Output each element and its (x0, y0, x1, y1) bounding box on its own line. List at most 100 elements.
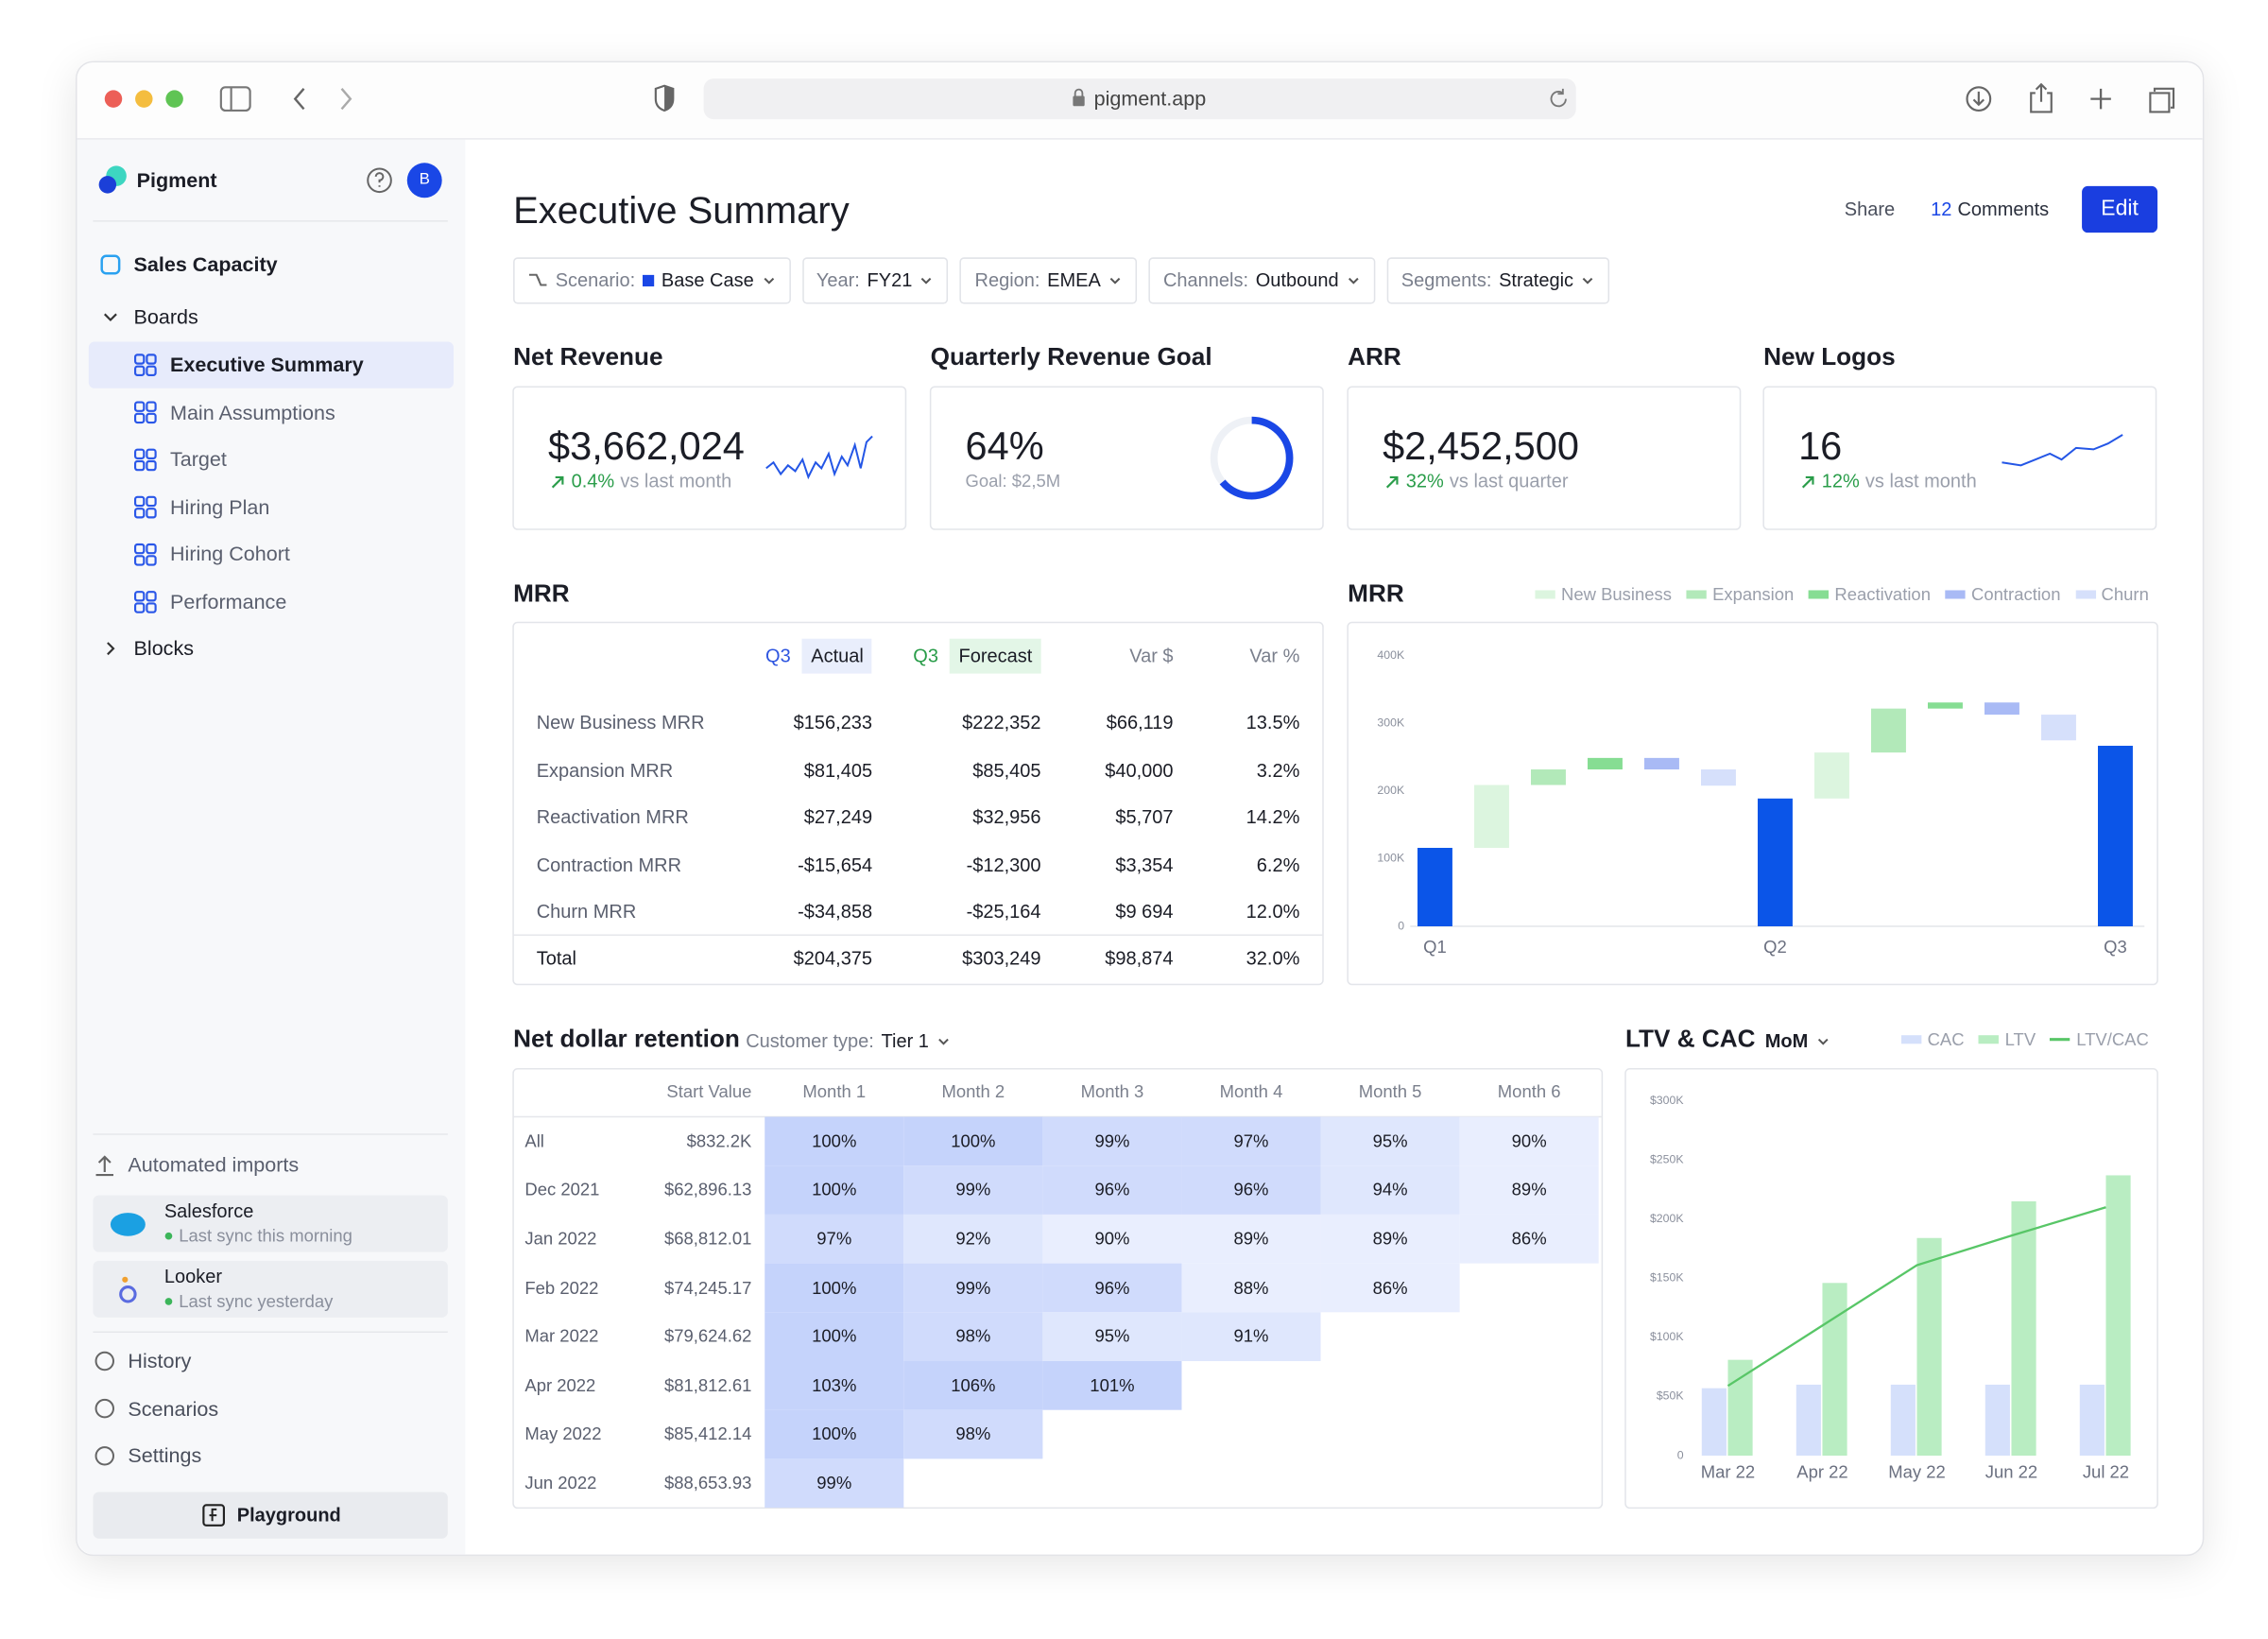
bar (1727, 1359, 1753, 1457)
filter-dropdown[interactable]: Segments: Strategic (1386, 257, 1610, 304)
new-tab-button[interactable] (2090, 88, 2111, 110)
share-button[interactable] (2030, 82, 2053, 113)
nav-link[interactable]: Scenarios (128, 1396, 219, 1420)
window-control[interactable] (135, 90, 153, 108)
import-status: Last sync this morning (179, 1225, 352, 1247)
forward-button[interactable] (340, 88, 352, 111)
kpi-card (1347, 386, 1742, 530)
download-button[interactable] (1966, 86, 1992, 112)
playground-button[interactable] (93, 1492, 448, 1539)
heatmap-cell (1320, 1263, 1460, 1313)
row-label: Churn MRR (536, 900, 637, 923)
period-selector[interactable]: MoM (1765, 1030, 1830, 1053)
heatmap-cell (1320, 1214, 1460, 1264)
board-icon (134, 354, 146, 365)
comments-button[interactable]: 12 Comments (1931, 198, 2049, 221)
board-link[interactable]: Executive Summary (170, 353, 364, 376)
filter-dropdown[interactable]: Channels: Outbound (1148, 257, 1376, 304)
board-link[interactable]: Hiring Plan (170, 494, 270, 519)
board-link[interactable]: Target (170, 447, 227, 472)
start-value: $85,412.14 (663, 1423, 752, 1444)
app-name[interactable]: Sales Capacity (133, 252, 278, 276)
table-cell: 32.0% (1246, 946, 1300, 969)
bar (1644, 757, 1679, 770)
window-control[interactable] (165, 90, 183, 108)
playground-label[interactable]: Playground (236, 1504, 341, 1527)
text: vs last month (620, 470, 732, 492)
icon (1108, 273, 1123, 287)
table-card (512, 621, 1324, 986)
cell-label: 99% (816, 1473, 852, 1493)
cell-label: 96% (1094, 1179, 1130, 1200)
filter-dropdown[interactable]: Region: EMEA (960, 257, 1138, 304)
bar (1984, 1384, 2010, 1457)
cell-label: 98% (955, 1326, 991, 1347)
reload-button[interactable] (1550, 88, 1567, 108)
kpi-title: New Logos (1763, 342, 1896, 371)
bar (1531, 769, 1566, 785)
legend-swatch (1686, 590, 1707, 599)
icon (642, 274, 655, 287)
table-cell: $9 694 (1115, 900, 1174, 923)
filter-dropdown[interactable]: Scenario: Base Case (513, 257, 791, 304)
icon (763, 277, 774, 285)
import-card[interactable] (93, 1260, 448, 1318)
lock-icon (1074, 88, 1084, 96)
heatmap-cell (1042, 1116, 1182, 1166)
table-cell: $3,354 (1115, 853, 1174, 875)
filter-text: Scenario: (555, 268, 636, 292)
table-cell: $303,249 (962, 946, 1041, 969)
bar (2098, 745, 2133, 927)
tabs-button[interactable] (2149, 87, 2175, 113)
text: Q3 (913, 644, 938, 666)
sidebar-toggle[interactable] (219, 86, 251, 112)
icon-shape (1808, 590, 1830, 599)
edit-button[interactable] (2082, 185, 2158, 233)
kpi-title: Quarterly Revenue Goal (930, 342, 1212, 371)
x-tick-label: Jun 22 (1985, 1461, 2037, 1481)
row-label: Mar 2022 (524, 1326, 599, 1347)
legend-label: New Business (1561, 584, 1672, 605)
icon (1808, 590, 1830, 599)
kpi-title: ARR (1348, 342, 1401, 371)
import-card[interactable] (93, 1195, 448, 1252)
cell-label: 97% (1233, 1130, 1269, 1151)
board-icon (146, 543, 157, 555)
heatmap-cell (765, 1409, 904, 1459)
nav-link[interactable]: Settings (128, 1443, 202, 1467)
table-cell: -$15,654 (798, 853, 873, 875)
heatmap-cell (903, 1165, 1043, 1215)
help-button[interactable] (367, 167, 392, 194)
legend-swatch (1808, 590, 1830, 599)
back-button[interactable] (293, 88, 305, 111)
blocks-group[interactable]: Blocks (133, 636, 194, 660)
share-button[interactable]: Share (1844, 198, 1896, 220)
nav-link[interactable]: History (128, 1349, 192, 1372)
text: Tier 1 (881, 1029, 929, 1052)
column-header: Month 2 (941, 1081, 1005, 1102)
salesforce-logo (110, 1213, 146, 1236)
row-label: Jun 2022 (524, 1473, 597, 1493)
y-tick-label: $200K (1650, 1212, 1684, 1225)
kpi-card (929, 386, 1324, 530)
board-icon (134, 555, 146, 566)
window-control[interactable] (104, 90, 123, 108)
bar (1701, 1388, 1727, 1457)
board-link[interactable]: Main Assumptions (170, 400, 335, 423)
url-bar[interactable] (703, 78, 1576, 120)
filter-text: FY21 (867, 268, 913, 292)
table-cell: $222,352 (962, 711, 1041, 733)
board-link[interactable]: Performance (170, 590, 287, 613)
boards-group[interactable]: Boards (133, 304, 198, 329)
avatar[interactable] (406, 163, 442, 198)
filter-text: Region: (974, 268, 1040, 292)
ndr-filter[interactable]: Customer type: Tier 1 (746, 1030, 951, 1053)
board-link[interactable]: Hiring Cohort (170, 542, 290, 566)
legend-swatch (2074, 590, 2096, 599)
kpi-value: 64% (965, 423, 1044, 469)
filter-dropdown[interactable]: Year: FY21 (801, 257, 949, 304)
bar (2011, 1200, 2036, 1457)
cell-label: 95% (1372, 1130, 1408, 1151)
icon-shape (209, 1508, 217, 1522)
text: 12 (1931, 198, 1952, 220)
